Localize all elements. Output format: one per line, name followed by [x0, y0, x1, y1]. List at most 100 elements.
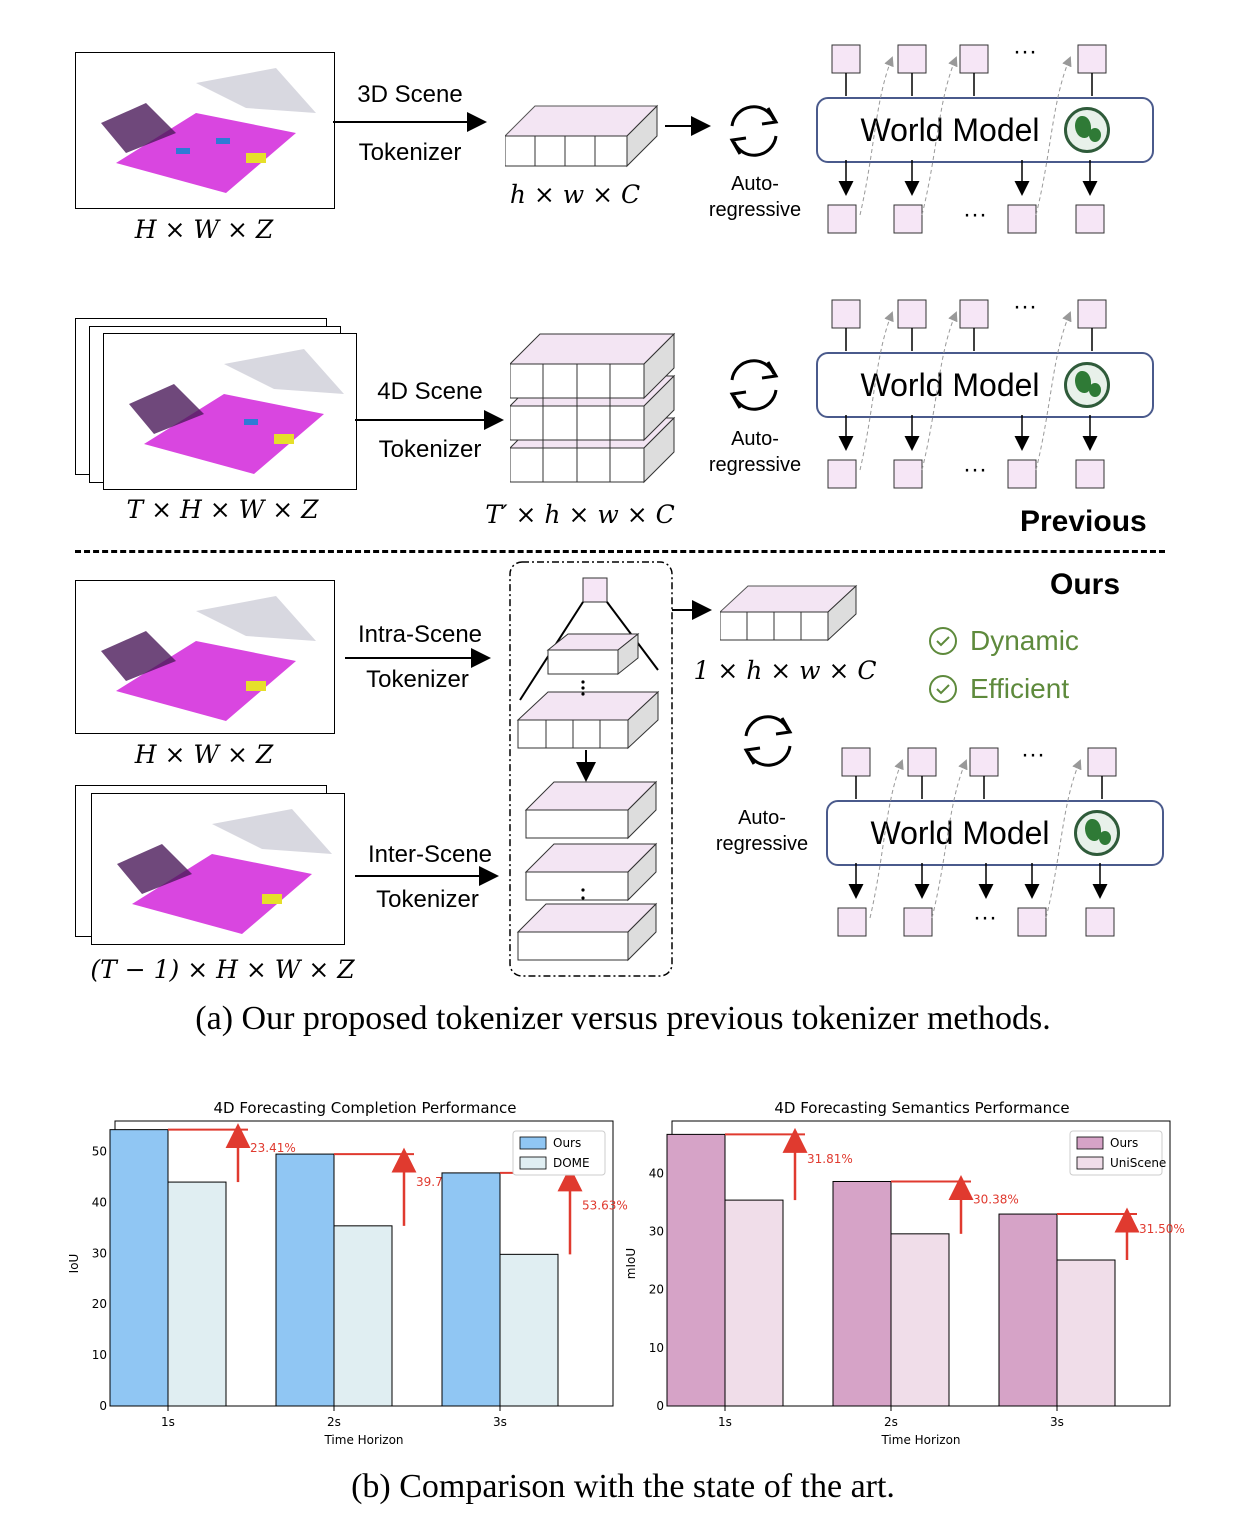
row1-tokenizer-line1: 3D Scene [357, 81, 463, 108]
intra-arrow [345, 648, 491, 668]
bar-uniscene [1056, 1259, 1116, 1407]
world-model-box-row2: World Model [816, 352, 1154, 418]
row2-auto-line2: regressive [708, 454, 802, 476]
scene-image-ours-bottom [91, 793, 345, 945]
globe-icon [1073, 810, 1120, 856]
world-model-label: World Model [860, 366, 1040, 403]
world-model-label: World Model [870, 814, 1050, 851]
row1-dots-top: ··· [1013, 38, 1037, 65]
annotation-label: 31.50% [1139, 1222, 1185, 1236]
row1-dims: H × W × Z [134, 215, 274, 244]
x-axis-label: Time Horizon [323, 1433, 403, 1447]
feature-dynamic: Dynamic [928, 625, 1079, 657]
bar-uniscene [890, 1233, 950, 1407]
y-tick-label: 50 [92, 1145, 107, 1159]
scene-image-row1 [75, 52, 335, 209]
ours-dots-top: ··· [1021, 741, 1045, 768]
bar-dome [333, 1225, 393, 1407]
globe-icon [1063, 107, 1110, 153]
scene-pointcloud [117, 809, 332, 934]
x-tick-label: 3s [1050, 1415, 1064, 1429]
row1-arrow-to-tokens [333, 112, 487, 132]
y-tick-label: 10 [92, 1348, 107, 1362]
row1-token-dims: h × w × C [509, 180, 641, 209]
row1-loop-icon [729, 105, 779, 157]
y-tick-label: 40 [649, 1166, 664, 1180]
bar-ours [109, 1129, 169, 1407]
ours-dots-bottom: ··· [973, 904, 997, 931]
world-model-box-row1: World Model [816, 97, 1154, 163]
bar-dome [167, 1181, 227, 1407]
y-tick-label: 10 [649, 1341, 664, 1355]
annotation-label: 53.63% [582, 1199, 628, 1213]
bar-ours [275, 1153, 335, 1407]
world-model-box-ours: World Model [826, 800, 1164, 866]
row2-token-stack [510, 332, 676, 484]
feature-dynamic-label: Dynamic [970, 625, 1079, 656]
intra-tokenizer-line1: Intra-Scene [357, 621, 483, 648]
y-tick-label: 0 [656, 1399, 664, 1413]
scene-pointcloud [101, 68, 316, 193]
y-tick-label: 30 [649, 1225, 664, 1239]
bar-ours [998, 1213, 1058, 1407]
feature-efficient: Efficient [928, 673, 1069, 705]
y-tick-label: 40 [92, 1195, 107, 1209]
row1-tokenizer-line2: Tokenizer [358, 139, 462, 166]
ours-auto-line1: Auto- [738, 807, 786, 829]
y-tick-label: 20 [92, 1297, 107, 1311]
ours-auto-line2: regressive [715, 833, 809, 855]
row1-arrow-to-loop [665, 116, 711, 136]
y-tick-label: 20 [649, 1283, 664, 1297]
x-tick-label: 3s [493, 1415, 507, 1429]
scene-image-ours-top [75, 580, 335, 734]
legend-swatch [1076, 1156, 1104, 1170]
check-icon [929, 627, 957, 655]
y-tick-label: 0 [99, 1399, 107, 1413]
legend-swatch [519, 1156, 547, 1170]
ours-label: Ours [1050, 568, 1121, 601]
scene-pointcloud [101, 596, 316, 721]
section-divider [75, 550, 1165, 553]
ours-dims-top: H × W × Z [134, 740, 274, 769]
x-axis-label: Time Horizon [880, 1433, 960, 1447]
row2-dots-top: ··· [1013, 293, 1037, 320]
y-tick-label: 30 [92, 1246, 107, 1260]
row2-token-dims: T′ × h × w × C [485, 500, 675, 529]
chart-completion: 01020304050IoU23.41%1s39.79%2s53.63%3sTi… [67, 1120, 628, 1447]
row2-dots-bottom: ··· [963, 456, 987, 483]
row2-loop-icon [729, 359, 779, 411]
check-icon [929, 675, 957, 703]
pyramid-to-token-arrow [672, 600, 712, 620]
legend-label: UniScene [1110, 1156, 1166, 1170]
ours-token-pyramid [509, 561, 673, 977]
x-tick-label: 2s [884, 1415, 898, 1429]
row1-auto-line1: Auto- [731, 173, 779, 195]
row2-tokenizer-line2: Tokenizer [378, 436, 482, 463]
inter-arrow [355, 866, 499, 886]
x-tick-label: 1s [161, 1415, 175, 1429]
ours-token-sequence [837, 747, 1117, 937]
row2-auto-line1: Auto- [731, 428, 779, 450]
y-axis-label: IoU [67, 1254, 81, 1274]
row1-auto-line2: regressive [708, 199, 802, 221]
bar-uniscene [724, 1199, 784, 1407]
ours-token-dims: 1 × h × w × C [693, 656, 877, 685]
inter-tokenizer-line2: Tokenizer [376, 886, 479, 913]
x-tick-label: 1s [718, 1415, 732, 1429]
ours-dims-bottom: (T − 1) × H × W × Z [90, 955, 355, 984]
bar-dome [499, 1253, 559, 1407]
caption-a: (a) Our proposed tokenizer versus previo… [195, 1000, 1051, 1037]
previous-label: Previous [1020, 505, 1147, 538]
row2-token-sequence [827, 299, 1107, 489]
row1-token-grid [505, 104, 659, 168]
annotation-label: 30.38% [973, 1193, 1019, 1207]
bar-ours [832, 1180, 892, 1407]
row1-token-sequence [827, 44, 1107, 234]
feature-efficient-label: Efficient [970, 673, 1070, 704]
globe-icon [1063, 362, 1110, 408]
row2-arrow-to-tokens [355, 410, 504, 430]
world-model-label: World Model [860, 111, 1040, 148]
scene-pointcloud [129, 349, 344, 474]
legend-label: DOME [553, 1156, 590, 1170]
bar-ours [441, 1172, 501, 1407]
